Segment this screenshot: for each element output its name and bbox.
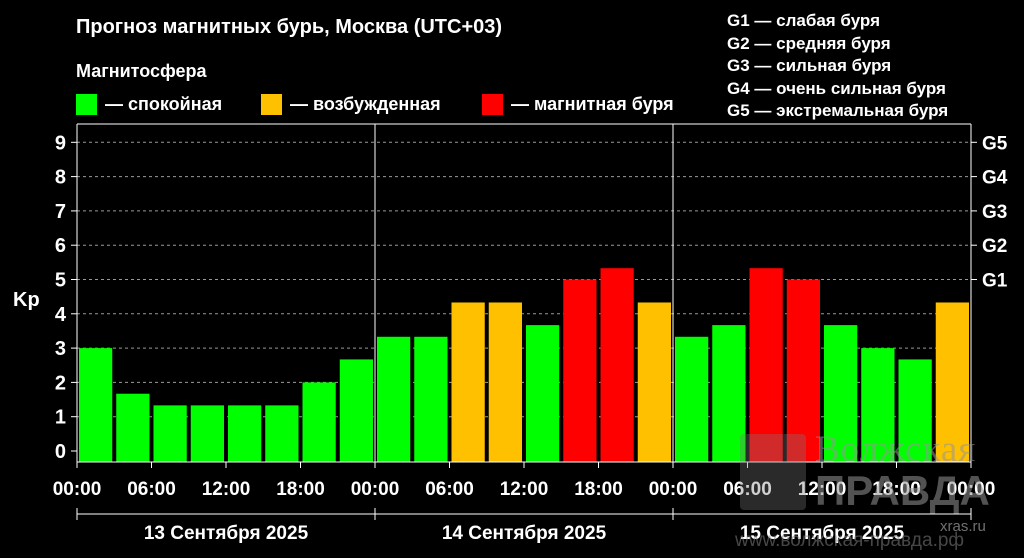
y-tick-label: 3: [55, 338, 66, 360]
x-tick-label: 18:00: [276, 479, 325, 500]
y-tick-label: 4: [55, 304, 67, 326]
y-tick-label: 1: [55, 407, 66, 429]
kp-bar: [824, 325, 858, 462]
legend-item-quiet: — спокойная: [76, 94, 222, 115]
watermark-source: xras.ru: [940, 518, 986, 535]
kp-bar: [302, 382, 336, 462]
kp-bar: [265, 405, 299, 462]
y-tick-label: 9: [55, 132, 66, 154]
legend-item-active: — возбужденная: [261, 94, 441, 115]
kp-bar: [228, 405, 262, 462]
watermark-url: www.волжская-правда.рф: [735, 530, 965, 551]
kp-bar: [414, 336, 448, 462]
x-tick-label: 00:00: [649, 479, 698, 500]
kp-bar: [675, 336, 709, 462]
g-level-label: G1: [982, 271, 1008, 292]
g-scale-legend: G1 — слабая буря G2 — средняя буря G3 — …: [727, 10, 948, 123]
x-tick-label: 00:00: [53, 479, 102, 500]
kp-bar: [898, 359, 932, 462]
kp-bar: [451, 302, 485, 462]
x-tick-label: 12:00: [500, 479, 549, 500]
y-tick-label: 2: [55, 372, 66, 394]
x-tick-label: 18:00: [574, 479, 623, 500]
g-scale-item: G3 — сильная буря: [727, 56, 892, 75]
kp-bar: [786, 279, 820, 462]
kp-bar: [861, 348, 895, 462]
legend-label-active: — возбужденная: [290, 94, 441, 114]
kp-bar: [749, 268, 783, 462]
y-tick-label: 5: [55, 270, 66, 292]
y-tick-label: 6: [55, 235, 66, 257]
g-scale-item: G2 — средняя буря: [727, 33, 891, 53]
g-level-label: G4: [982, 168, 1008, 189]
legend-label-storm: — магнитная буря: [511, 94, 674, 114]
g-scale-item: G4 — очень сильная буря: [727, 78, 946, 98]
kp-bar: [377, 336, 411, 462]
kp-bar: [488, 302, 522, 462]
kp-bar: [116, 393, 150, 462]
kp-bar: [637, 302, 671, 462]
kp-bar: [339, 359, 373, 462]
g-level-label: G5: [982, 133, 1008, 154]
g-scale-item: G1 — слабая буря: [727, 11, 881, 30]
x-tick-label: 00:00: [947, 479, 996, 500]
kp-bar: [153, 405, 187, 462]
kp-bar: [79, 348, 113, 462]
x-tick-label: 12:00: [798, 479, 847, 500]
kp-bar: [563, 279, 597, 462]
day-label: 15 Сентября 2025: [740, 523, 905, 544]
legend-swatch-active: [261, 94, 282, 115]
kp-bar: [190, 405, 224, 462]
watermark-logo: [740, 434, 806, 510]
y-tick-label: 8: [55, 167, 66, 189]
chart-title: Прогноз магнитных бурь, Москва (UTC+03): [76, 16, 503, 38]
kp-bar: [600, 268, 634, 462]
magnetosphere-label: Магнитосфера: [76, 61, 207, 81]
y-tick-label: 7: [55, 201, 66, 223]
g-level-label: G2: [982, 236, 1007, 257]
legend-item-storm: — магнитная буря: [482, 94, 674, 115]
g-scale-item: G5 — экстремальная буря: [727, 101, 949, 120]
legend-swatch-quiet: [76, 94, 97, 115]
x-tick-label: 06:00: [723, 479, 772, 500]
kp-bar: [712, 325, 746, 462]
watermark-subtitle: ПРАВДА: [815, 467, 990, 514]
x-tick-label: 06:00: [425, 479, 474, 500]
y-axis-label: Kp: [13, 289, 40, 311]
x-tick-label: 18:00: [872, 479, 921, 500]
legend-label-quiet: — спокойная: [105, 94, 223, 114]
day-label: 13 Сентября 2025: [144, 523, 309, 544]
g-level-label: G3: [982, 202, 1007, 223]
legend-swatch-storm: [482, 94, 503, 115]
y-tick-label: 0: [55, 441, 66, 463]
watermark-title: Волжская: [815, 429, 977, 470]
x-tick-label: 12:00: [202, 479, 251, 500]
kp-bar: [526, 325, 560, 462]
x-tick-label: 06:00: [127, 479, 176, 500]
day-label: 14 Сентября 2025: [442, 523, 607, 544]
kp-bar: [935, 302, 969, 462]
x-tick-label: 00:00: [351, 479, 400, 500]
